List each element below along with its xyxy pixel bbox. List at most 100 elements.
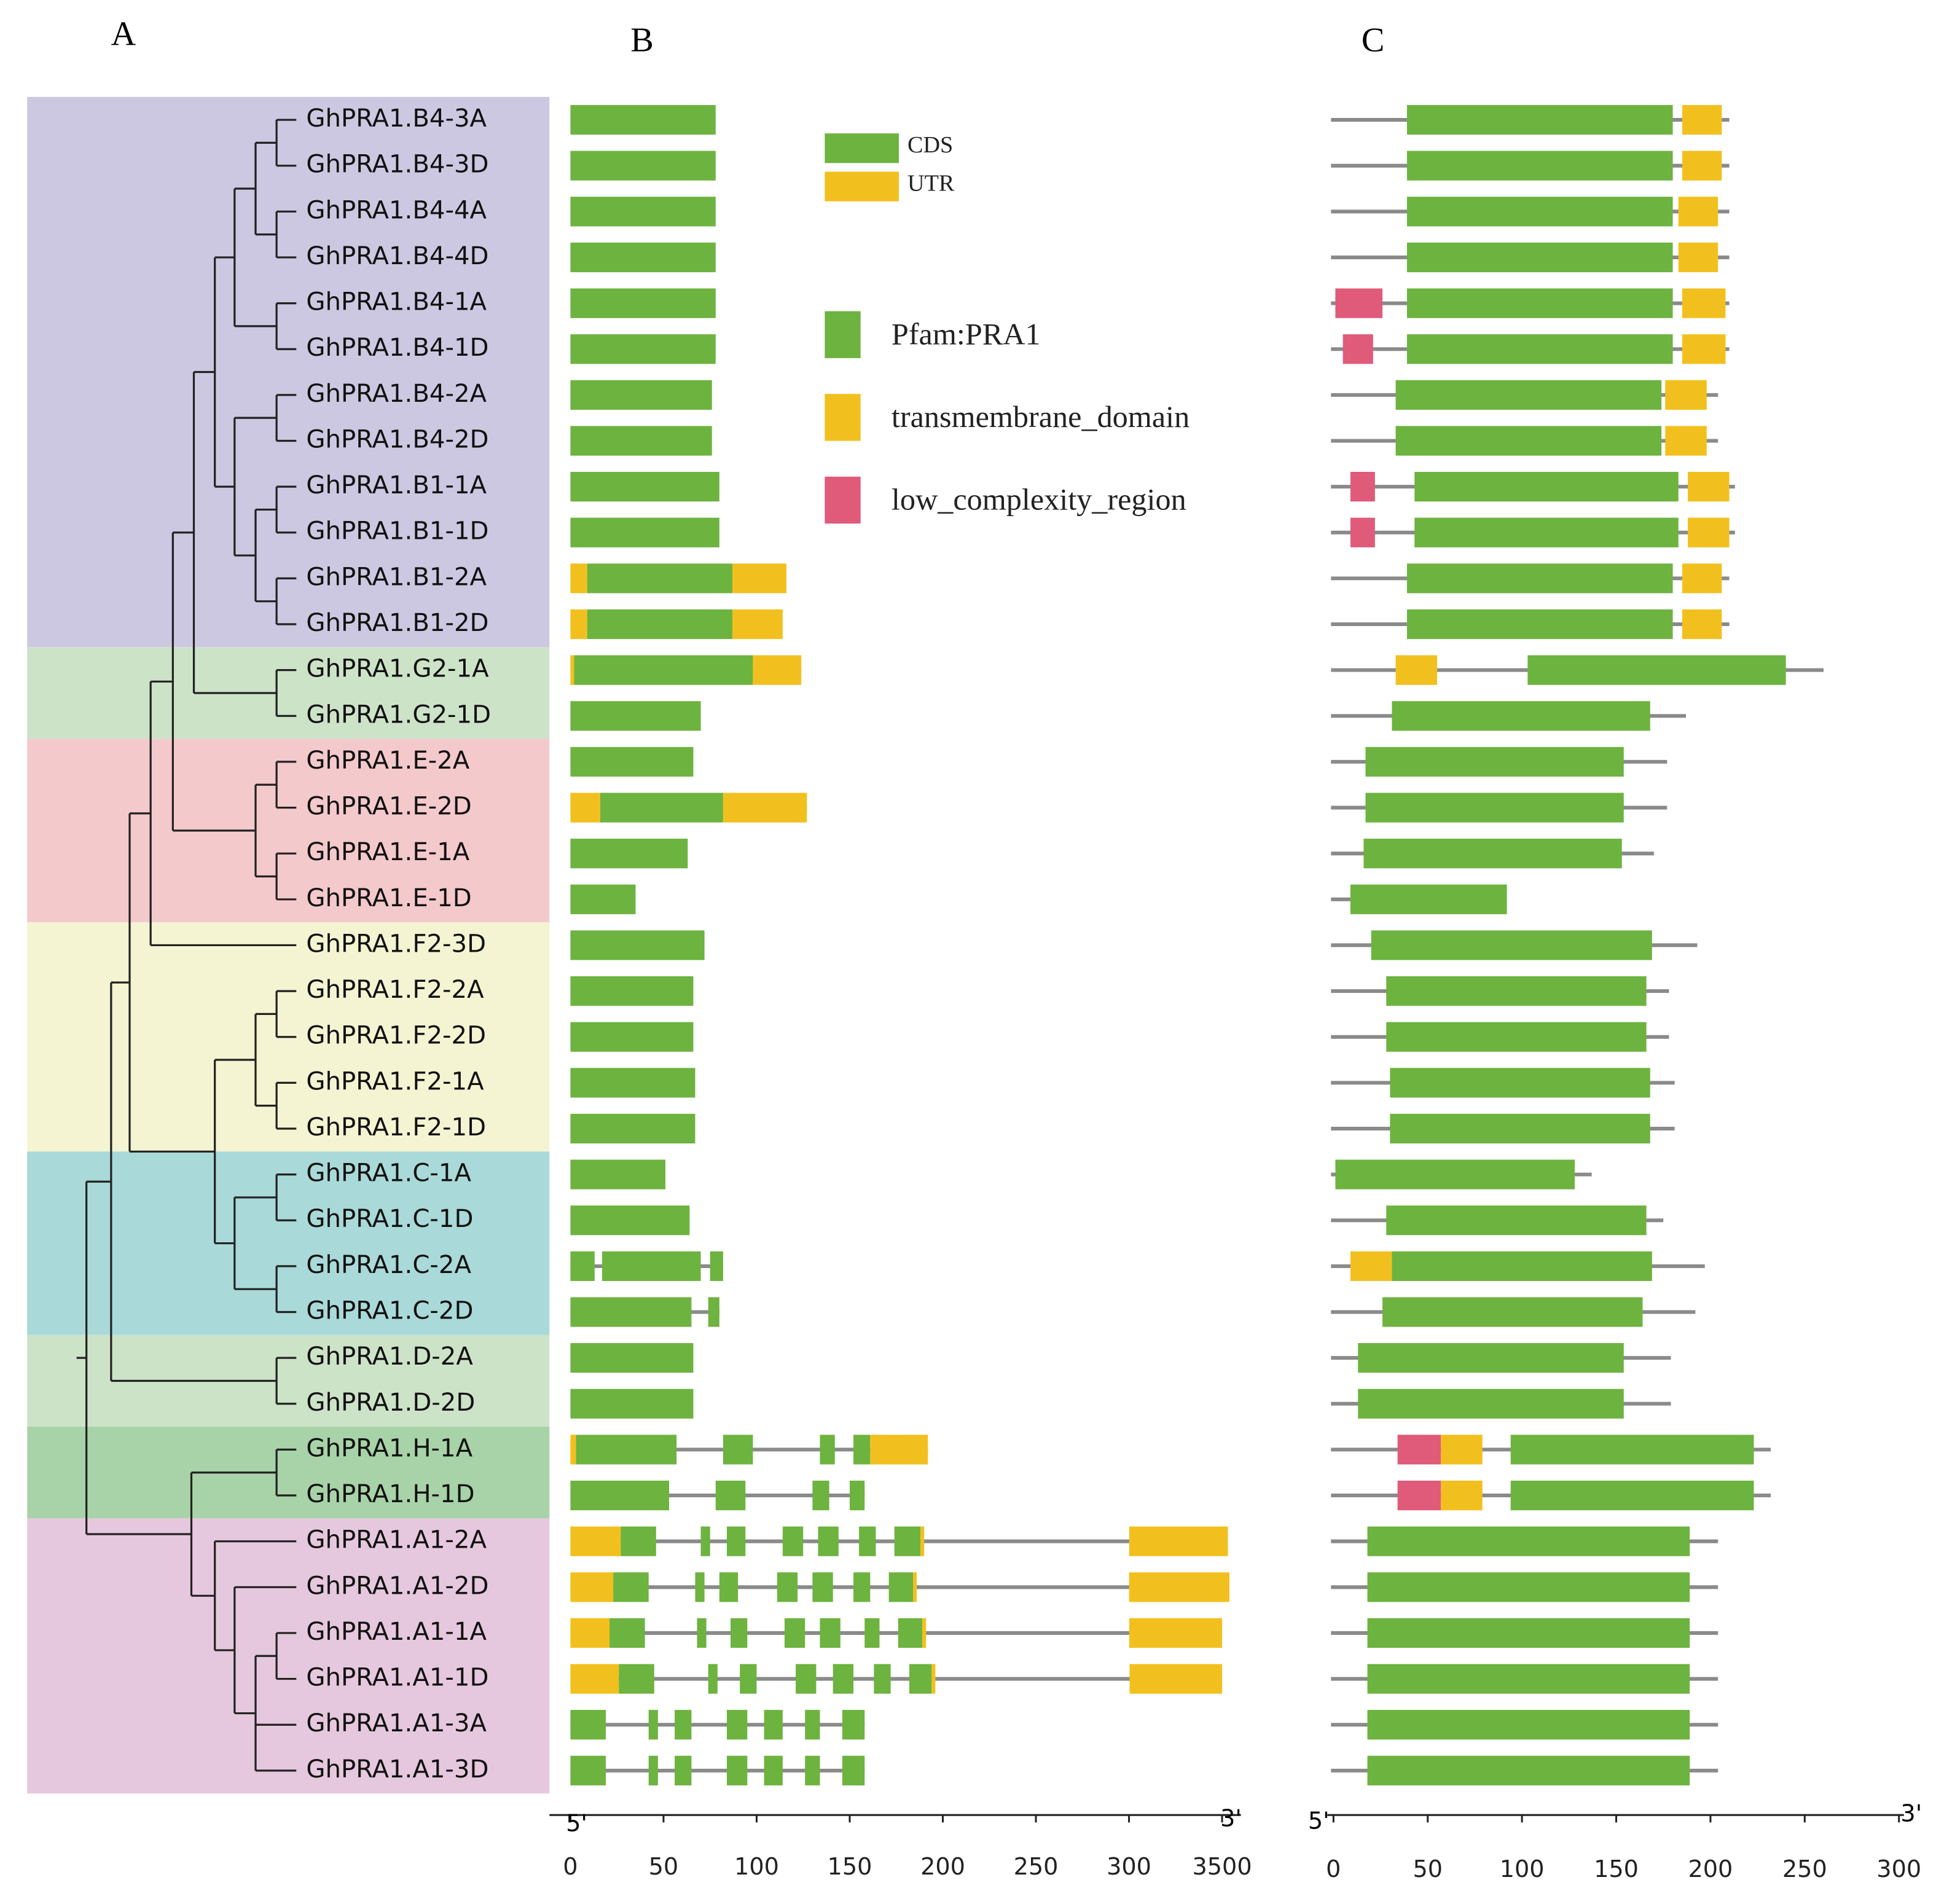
domain bbox=[1358, 1343, 1624, 1373]
domain bbox=[1406, 151, 1673, 181]
gene-label: GhPRA1.B1-1D bbox=[306, 517, 488, 546]
utr bbox=[570, 1572, 614, 1602]
gene-label: GhPRA1.H-1A bbox=[306, 1434, 472, 1462]
domain bbox=[1678, 197, 1718, 227]
cds bbox=[726, 1710, 748, 1740]
x-tick-label: 300 bbox=[1107, 1854, 1151, 1881]
gene-label: GhPRA1.E-1D bbox=[306, 884, 471, 912]
cds bbox=[796, 1664, 817, 1694]
legend-swatch bbox=[825, 394, 861, 441]
cds bbox=[853, 1572, 871, 1602]
cds bbox=[731, 1618, 748, 1648]
gene-label: GhPRA1.D-2A bbox=[306, 1342, 473, 1371]
gene-label: GhPRA1.A1-2A bbox=[306, 1526, 487, 1554]
x-tick-label: 0 bbox=[563, 1854, 578, 1881]
legend-swatch bbox=[825, 133, 899, 163]
cds bbox=[570, 1159, 665, 1189]
domain bbox=[1358, 1389, 1624, 1419]
domain bbox=[1350, 472, 1375, 502]
cds bbox=[859, 1526, 876, 1556]
gene-label: GhPRA1.A1-1D bbox=[306, 1664, 488, 1692]
x-tick-label: 200 bbox=[920, 1854, 965, 1881]
legend-label: UTR bbox=[907, 170, 955, 196]
gene-label: GhPRA1.H-1D bbox=[306, 1480, 474, 1508]
domain bbox=[1665, 380, 1707, 410]
gene-label: GhPRA1.G2-1A bbox=[306, 655, 489, 683]
cds bbox=[570, 1251, 595, 1281]
cds bbox=[570, 472, 719, 502]
gene-label: GhPRA1.F2-3D bbox=[306, 930, 486, 958]
gene-label: GhPRA1.F2-1D bbox=[306, 1113, 486, 1142]
domain bbox=[1392, 1251, 1652, 1281]
domain bbox=[1363, 839, 1622, 869]
cds bbox=[697, 1618, 707, 1648]
utr bbox=[931, 1664, 936, 1694]
cds bbox=[570, 930, 705, 960]
gene-label: GhPRA1.B4-1A bbox=[306, 288, 487, 316]
cds bbox=[818, 1526, 839, 1556]
domain bbox=[1395, 426, 1662, 456]
domain bbox=[1395, 655, 1438, 685]
gene-label: GhPRA1.B4-4D bbox=[306, 242, 488, 270]
legend-label: low_complexity_region bbox=[892, 482, 1186, 517]
gene-label: GhPRA1.A1-3D bbox=[306, 1755, 488, 1784]
gene-label: GhPRA1.B1-1A bbox=[306, 471, 487, 500]
utr bbox=[732, 563, 786, 594]
cds bbox=[853, 1435, 871, 1465]
legend-label: CDS bbox=[907, 132, 953, 158]
utr bbox=[913, 1572, 917, 1602]
utr bbox=[1129, 1572, 1229, 1602]
cds bbox=[888, 1572, 914, 1602]
domain bbox=[1397, 1435, 1441, 1465]
cds bbox=[587, 563, 733, 594]
cds bbox=[570, 746, 694, 777]
cds bbox=[864, 1618, 880, 1648]
cds bbox=[613, 1572, 649, 1602]
cds bbox=[849, 1480, 865, 1511]
cds bbox=[708, 1297, 719, 1327]
cds bbox=[600, 793, 723, 823]
clade-band bbox=[27, 96, 550, 648]
domain bbox=[1392, 701, 1650, 731]
gene-label: GhPRA1.D-2D bbox=[306, 1389, 475, 1417]
domain bbox=[1682, 609, 1722, 640]
domain bbox=[1682, 563, 1722, 594]
panel-label: A bbox=[111, 15, 136, 53]
panel-label: B bbox=[630, 21, 654, 59]
gene-label: GhPRA1.B4-2D bbox=[306, 425, 488, 453]
domain bbox=[1414, 517, 1679, 547]
cds bbox=[820, 1435, 835, 1465]
utr bbox=[1129, 1664, 1223, 1694]
legend-label: transmembrane_domain bbox=[892, 399, 1189, 434]
cds bbox=[812, 1480, 829, 1511]
gene-label: GhPRA1.B4-3D bbox=[306, 151, 488, 179]
domain bbox=[1406, 334, 1673, 364]
gene-label: GhPRA1.C-2A bbox=[306, 1251, 471, 1279]
cds bbox=[570, 1755, 606, 1785]
cds bbox=[570, 151, 716, 181]
cds bbox=[570, 701, 701, 731]
cds bbox=[710, 1251, 723, 1281]
gene-label: GhPRA1.C-1A bbox=[306, 1159, 471, 1188]
gene-label: GhPRA1.G2-1D bbox=[306, 700, 491, 729]
five-prime: 5' bbox=[566, 1811, 587, 1838]
domain bbox=[1406, 609, 1673, 640]
cds bbox=[576, 1435, 677, 1465]
cds bbox=[820, 1618, 841, 1648]
gene-label: GhPRA1.B4-4A bbox=[306, 196, 487, 224]
gene-label: GhPRA1.E-2D bbox=[306, 793, 471, 821]
domain bbox=[1682, 104, 1722, 135]
cds bbox=[805, 1710, 820, 1740]
domain bbox=[1367, 1526, 1690, 1556]
cds bbox=[609, 1618, 645, 1648]
utr bbox=[732, 609, 783, 640]
cds bbox=[570, 839, 688, 869]
gene-label: GhPRA1.B4-2A bbox=[306, 380, 487, 408]
cds bbox=[574, 655, 753, 685]
cds bbox=[805, 1755, 820, 1785]
cds bbox=[570, 1022, 694, 1052]
cds bbox=[570, 1297, 692, 1327]
x-tick-label: 200 bbox=[1688, 1856, 1733, 1883]
domain bbox=[1365, 793, 1624, 823]
